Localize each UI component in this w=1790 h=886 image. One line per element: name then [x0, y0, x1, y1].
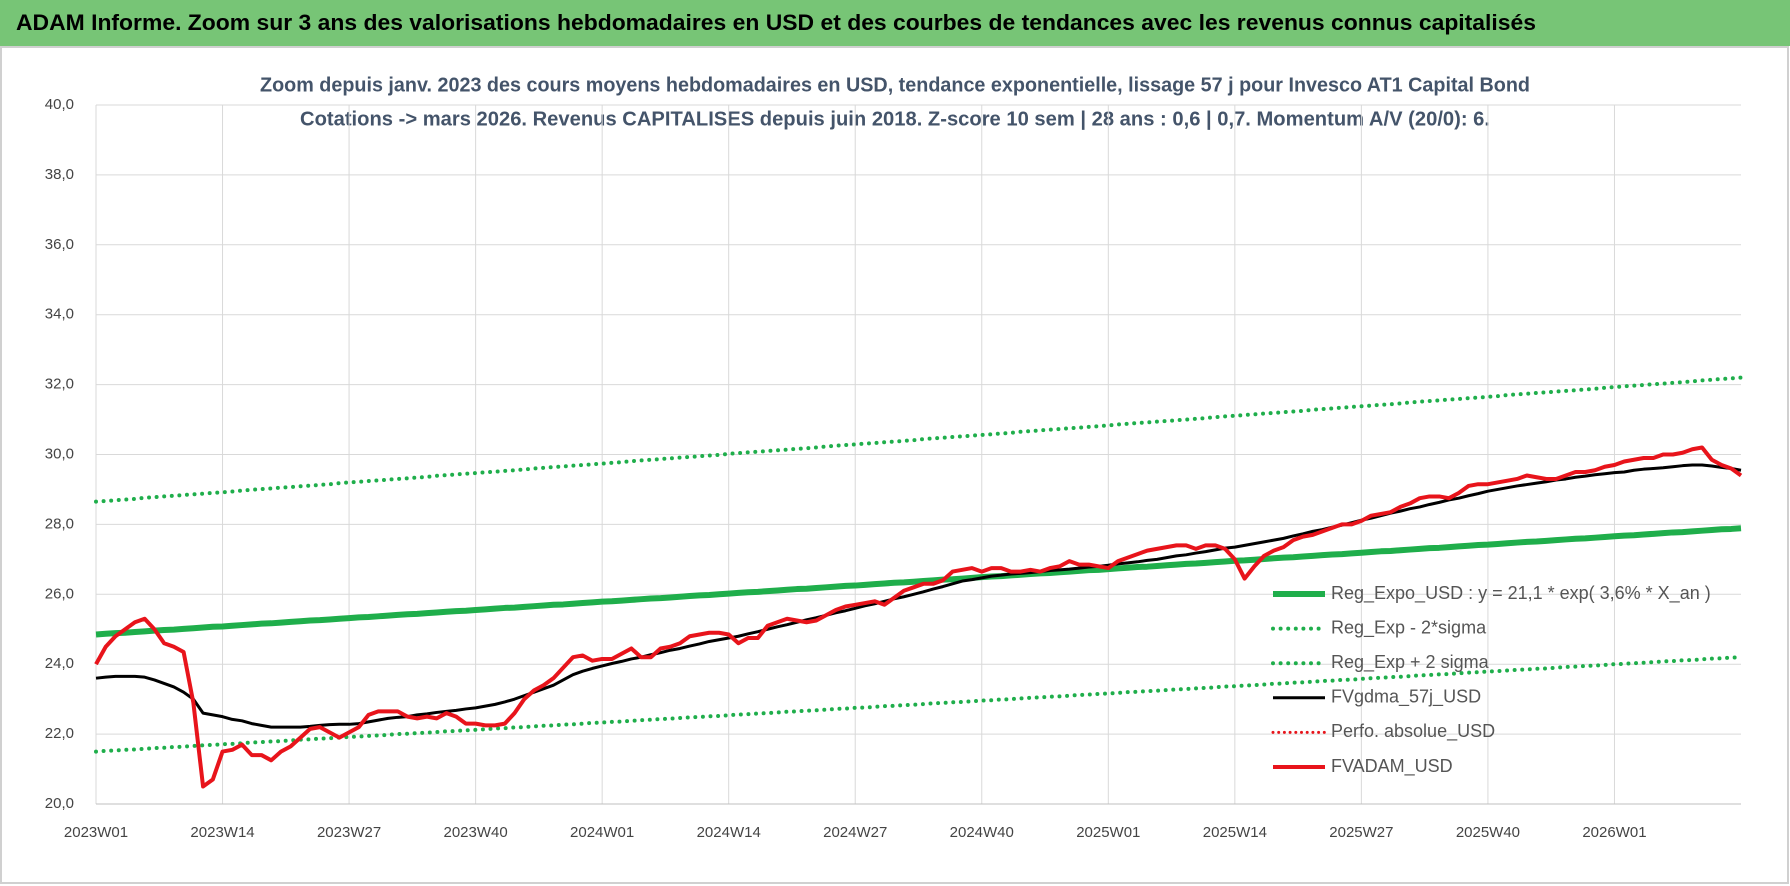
y-tick-label: 38,0 [45, 166, 74, 183]
header-bar [0, 0, 1790, 46]
legend: Reg_Expo_USD : y = 21,1 * exp( 3,6% * X_… [1271, 583, 1711, 777]
y-tick-label: 36,0 [45, 236, 74, 253]
y-tick-label: 30,0 [45, 445, 74, 462]
chart-title: Zoom depuis janv. 2023 des cours moyens … [260, 74, 1530, 96]
x-tick-label: 2023W40 [444, 824, 508, 841]
legend-label: Reg_Exp + 2 sigma [1331, 652, 1490, 673]
y-tick-label: 20,0 [45, 795, 74, 812]
series-line [95, 525, 1742, 638]
x-tick-label: 2024W01 [570, 824, 634, 841]
x-tick-label: 2024W14 [697, 824, 761, 841]
x-tick-label: 2023W14 [190, 824, 254, 841]
legend-label: FVgdma_57j_USD [1331, 687, 1481, 708]
x-tick-label: 2024W27 [823, 824, 887, 841]
plot [94, 375, 1743, 789]
legend-label: Reg_Exp - 2*sigma [1331, 617, 1487, 638]
x-tick-label: 2025W27 [1329, 824, 1393, 841]
series-line [95, 463, 1742, 729]
y-tick-label: 28,0 [45, 515, 74, 532]
series-line [94, 375, 1743, 504]
y-tick-label: 34,0 [45, 306, 74, 323]
header-title: ADAM Informe. Zoom sur 3 ans des valoris… [16, 10, 1536, 35]
legend-label: FVADAM_USD [1331, 756, 1453, 777]
frame [0, 46, 1789, 884]
legend-label: Perfo. absolue_USD [1331, 721, 1495, 742]
y-tick-label: 26,0 [45, 585, 74, 602]
x-tick-label: 2023W27 [317, 824, 381, 841]
x-tick-label: 2025W01 [1076, 824, 1140, 841]
y-tick-label: 24,0 [45, 655, 74, 672]
y-tick-label: 32,0 [45, 376, 74, 393]
chart-subtitle: Cotations -> mars 2026. Revenus CAPITALI… [300, 108, 1490, 130]
legend-label: Reg_Expo_USD : y = 21,1 * exp( 3,6% * X_… [1331, 583, 1711, 604]
x-tick-label: 2024W40 [950, 824, 1014, 841]
series-line [94, 655, 1743, 754]
y-tick-label: 22,0 [45, 725, 74, 742]
series-line [94, 445, 1743, 789]
x-tick-label: 2026W01 [1582, 824, 1646, 841]
x-tick-label: 2025W14 [1203, 824, 1267, 841]
x-tick-label: 2023W01 [64, 824, 128, 841]
x-tick-label: 2025W40 [1456, 824, 1520, 841]
grid: 20,0 22,0 24,0 26,0 28,0 30,0 32,0 34,0 36,0 38,0… [45, 96, 1741, 841]
y-tick-label: 40,0 [45, 96, 74, 113]
